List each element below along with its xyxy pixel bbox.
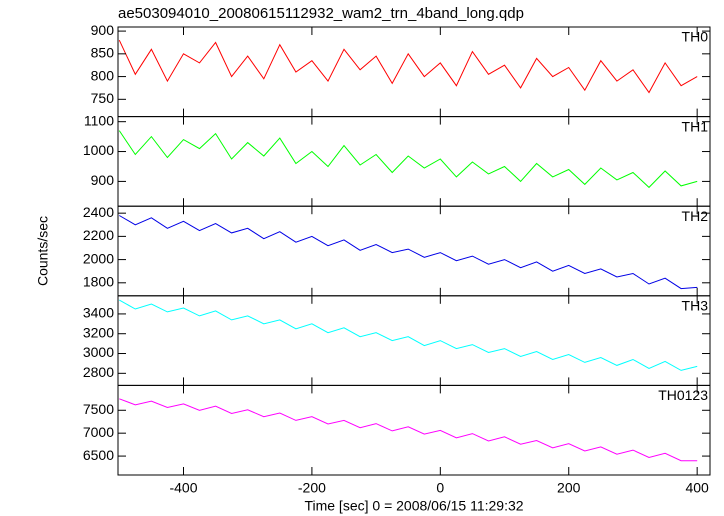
panel-frame xyxy=(117,116,711,207)
y-tick-label: 7000 xyxy=(83,424,114,440)
x-axis-label: Time [sec] 0 = 2008/06/15 11:29:32 xyxy=(304,498,523,514)
y-tick-label: 1000 xyxy=(83,142,114,158)
x-tick-label: 0 xyxy=(436,480,444,496)
panel-label: TH0123 xyxy=(658,387,708,403)
series-line xyxy=(118,39,698,94)
series-line xyxy=(119,215,698,290)
y-tick-label: 1800 xyxy=(83,274,114,290)
panel-label: TH0 xyxy=(682,29,709,45)
panel-frame xyxy=(117,205,711,297)
y-tick-label: 900 xyxy=(91,22,115,38)
panel-frame xyxy=(117,26,711,118)
y-tick-label: 1100 xyxy=(84,112,114,128)
panel-label: TH3 xyxy=(682,298,709,314)
x-tick-label: -200 xyxy=(298,480,326,496)
y-tick-label: 2000 xyxy=(83,250,114,266)
y-tick-label: 3200 xyxy=(83,324,114,340)
y-tick-label: 6500 xyxy=(83,447,114,463)
y-tick-label: 2400 xyxy=(83,204,114,220)
series-line xyxy=(119,299,698,371)
panel-label: TH1 xyxy=(682,118,709,134)
series-line xyxy=(119,398,698,462)
panel-frame xyxy=(117,295,711,386)
x-tick-label: 200 xyxy=(557,480,581,496)
y-tick-label: 3000 xyxy=(83,344,114,360)
y-tick-label: 750 xyxy=(91,90,115,106)
y-tick-label: 7500 xyxy=(83,401,114,417)
chart-title: ae503094010_20080615112932_wam2_trn_4ban… xyxy=(118,5,524,22)
panel-frame xyxy=(117,384,711,476)
y-tick-label: 850 xyxy=(91,45,115,61)
y-tick-label: 2800 xyxy=(83,364,114,380)
y-tick-label: 3400 xyxy=(83,305,114,321)
series-line xyxy=(118,130,698,189)
y-tick-label: 900 xyxy=(91,172,115,188)
y-tick-label: 800 xyxy=(91,67,115,83)
x-tick-label: -400 xyxy=(169,480,197,496)
panel-label: TH2 xyxy=(682,208,709,224)
y-axis-label: Counts/sec xyxy=(35,216,51,286)
x-tick-label: 400 xyxy=(685,480,709,496)
y-tick-label: 2200 xyxy=(83,227,114,243)
